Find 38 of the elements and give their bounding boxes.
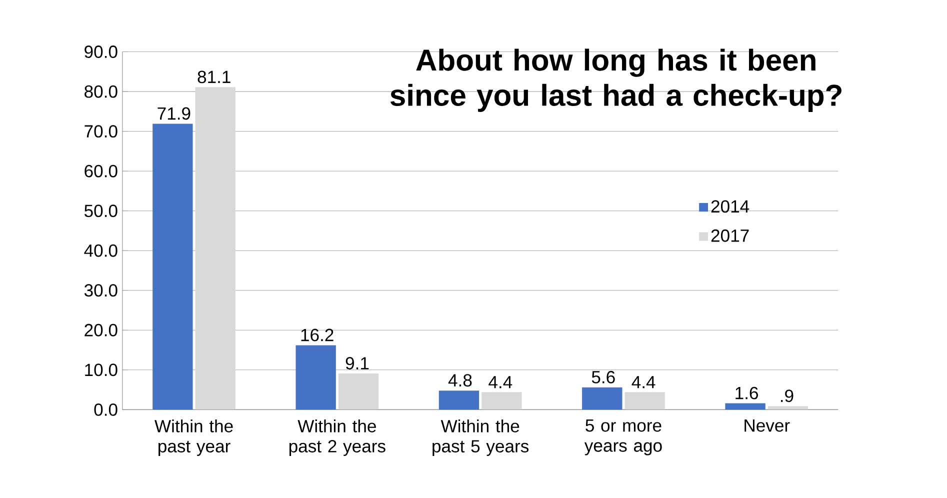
data-label: 71.9 [158,107,190,120]
y-tick-label: 0.0 [94,403,118,416]
bar [296,345,336,410]
x-tick-label: Within the past year [154,419,233,456]
chart-title: About how long has it been since you last had a check-up? [390,48,842,112]
y-tick-label: 60.0 [84,164,118,178]
x-tick-label: 5 or more years ago [584,419,662,456]
y-tick-label: 10.0 [85,364,118,376]
y-tick-label: 20.0 [84,324,118,336]
legend-label: 2014 [711,200,750,213]
bar [482,392,522,410]
data-label: 1.6 [736,386,758,400]
y-tick-label: 30.0 [84,284,118,297]
bar [338,373,379,410]
bar [438,390,480,410]
data-label: 5.6 [592,370,615,384]
bar [152,124,193,410]
x-tick-label: Never [744,419,790,432]
bar [624,392,665,410]
bar [768,406,808,410]
data-label: 16.2 [301,328,334,342]
data-label: 81.1 [198,70,230,84]
bar [195,87,236,410]
data-label: 4.4 [632,376,656,388]
data-label: .9 [781,390,794,402]
data-label: 9.1 [346,356,369,370]
bar [725,403,766,410]
data-label: 4.4 [488,376,512,388]
y-tick-label: 70.0 [84,124,118,138]
y-tick-label: 80.0 [84,85,118,98]
x-tick-label: Within the past 5 years [432,419,529,456]
y-tick-label: 50.0 [84,204,118,217]
y-tick-label: 40.0 [84,244,118,257]
y-tick-label: 90.0 [84,45,118,58]
x-tick-label: Within the past 2 years [289,419,386,456]
data-label: 4.8 [448,374,472,386]
bar [582,387,622,410]
legend-label: 2017 [711,229,749,242]
